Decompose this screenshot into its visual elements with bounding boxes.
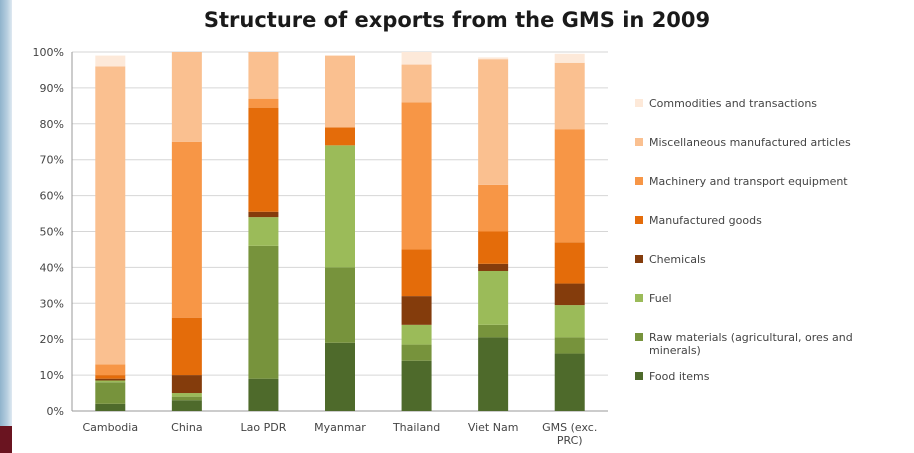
bar-segment — [95, 382, 126, 404]
legend-swatch — [635, 255, 643, 263]
bar-segment — [171, 375, 202, 394]
x-tick-label: Cambodia — [82, 421, 138, 434]
bar-segment — [171, 141, 202, 318]
legend-label: Miscellaneous manufactured articles — [649, 136, 851, 149]
bar-segment — [171, 400, 202, 411]
y-tick-label: 20% — [40, 333, 64, 346]
bar-segment — [554, 353, 585, 411]
legend-label: Raw materials (agricultural, ores and — [649, 331, 853, 344]
bar-segment — [171, 396, 202, 401]
legend-label: Food items — [649, 370, 710, 383]
y-tick-label: 30% — [40, 297, 64, 310]
legend-label: Commodities and transactions — [649, 97, 817, 110]
bar-segment — [248, 378, 279, 411]
y-tick-label: 60% — [40, 190, 64, 203]
bar-segment — [248, 211, 279, 218]
legend-swatch — [635, 216, 643, 224]
bar-segment — [401, 360, 432, 411]
legend-label: Fuel — [649, 292, 672, 305]
slide-edge-strip — [0, 0, 12, 453]
bar-segment — [325, 127, 355, 146]
bar-segment — [401, 102, 432, 250]
bar-segment — [401, 52, 432, 65]
legend-swatch — [635, 294, 643, 302]
legend-label: minerals) — [649, 344, 701, 357]
bar-segment — [401, 296, 432, 325]
bar-segment — [478, 59, 509, 185]
bar-segment — [248, 107, 279, 212]
chart-title: Structure of exports from the GMS in 200… — [203, 8, 711, 32]
bar-segment — [401, 344, 432, 361]
bar-segment — [478, 324, 509, 338]
bar-segment — [478, 231, 509, 264]
bar-segment — [401, 249, 432, 297]
bar-segment — [325, 342, 355, 411]
bar-segment — [401, 64, 432, 103]
y-tick-label: 70% — [40, 154, 64, 167]
legend-swatch — [635, 372, 643, 380]
y-tick-label: 100% — [33, 46, 64, 59]
x-tick-label: Myanmar — [314, 421, 366, 434]
y-tick-label: 10% — [40, 369, 64, 382]
y-tick-label: 0% — [47, 405, 64, 418]
bar-segment — [401, 324, 432, 345]
bar-segment — [478, 57, 509, 60]
bar-segment — [171, 393, 202, 397]
y-tick-label: 80% — [40, 118, 64, 131]
bar-segment — [554, 283, 585, 306]
x-tick-label: Lao PDR — [241, 421, 287, 434]
legend-swatch — [635, 138, 643, 146]
bar-segment — [248, 98, 279, 108]
legend-label: Machinery and transport equipment — [649, 175, 848, 188]
bar-segment — [554, 62, 585, 130]
legend-swatch — [635, 333, 643, 341]
bar-segment — [554, 129, 585, 243]
x-tick-label: PRC) — [557, 434, 583, 447]
bar-segment — [325, 55, 355, 128]
x-tick-label: China — [171, 421, 202, 434]
bar-segment — [95, 55, 126, 67]
y-tick-label: 40% — [40, 261, 64, 274]
legend-label: Manufactured goods — [649, 214, 762, 227]
bar-segment — [95, 378, 126, 381]
bar-segment — [95, 403, 126, 411]
legend-label: Chemicals — [649, 253, 706, 266]
bar-segment — [248, 245, 279, 379]
bar-segment — [95, 66, 126, 365]
bar-segment — [171, 317, 202, 376]
bar-segment — [248, 52, 279, 99]
bar-segment — [554, 53, 585, 63]
legend-swatch — [635, 177, 643, 185]
bar-segment — [248, 217, 279, 246]
x-tick-label: Viet Nam — [468, 421, 519, 434]
bar-segment — [554, 305, 585, 338]
bar-segment — [95, 375, 126, 379]
bar-segment — [478, 263, 509, 271]
y-tick-label: 50% — [40, 226, 64, 239]
bar-segment — [325, 145, 355, 268]
y-tick-label: 90% — [40, 82, 64, 95]
bar-segment — [171, 52, 202, 142]
bar-segment — [325, 267, 355, 343]
bar-segment — [554, 337, 585, 354]
x-tick-label: GMS (exc. — [542, 421, 597, 434]
bar-segment — [95, 364, 126, 376]
bar-segment — [95, 380, 126, 383]
bar-segment — [478, 270, 509, 325]
bar-segment — [478, 184, 509, 232]
bar-segment — [554, 242, 585, 284]
x-tick-label: Thailand — [392, 421, 440, 434]
bar-segment — [478, 337, 509, 411]
legend-swatch — [635, 99, 643, 107]
slide-corner-block — [0, 426, 12, 453]
